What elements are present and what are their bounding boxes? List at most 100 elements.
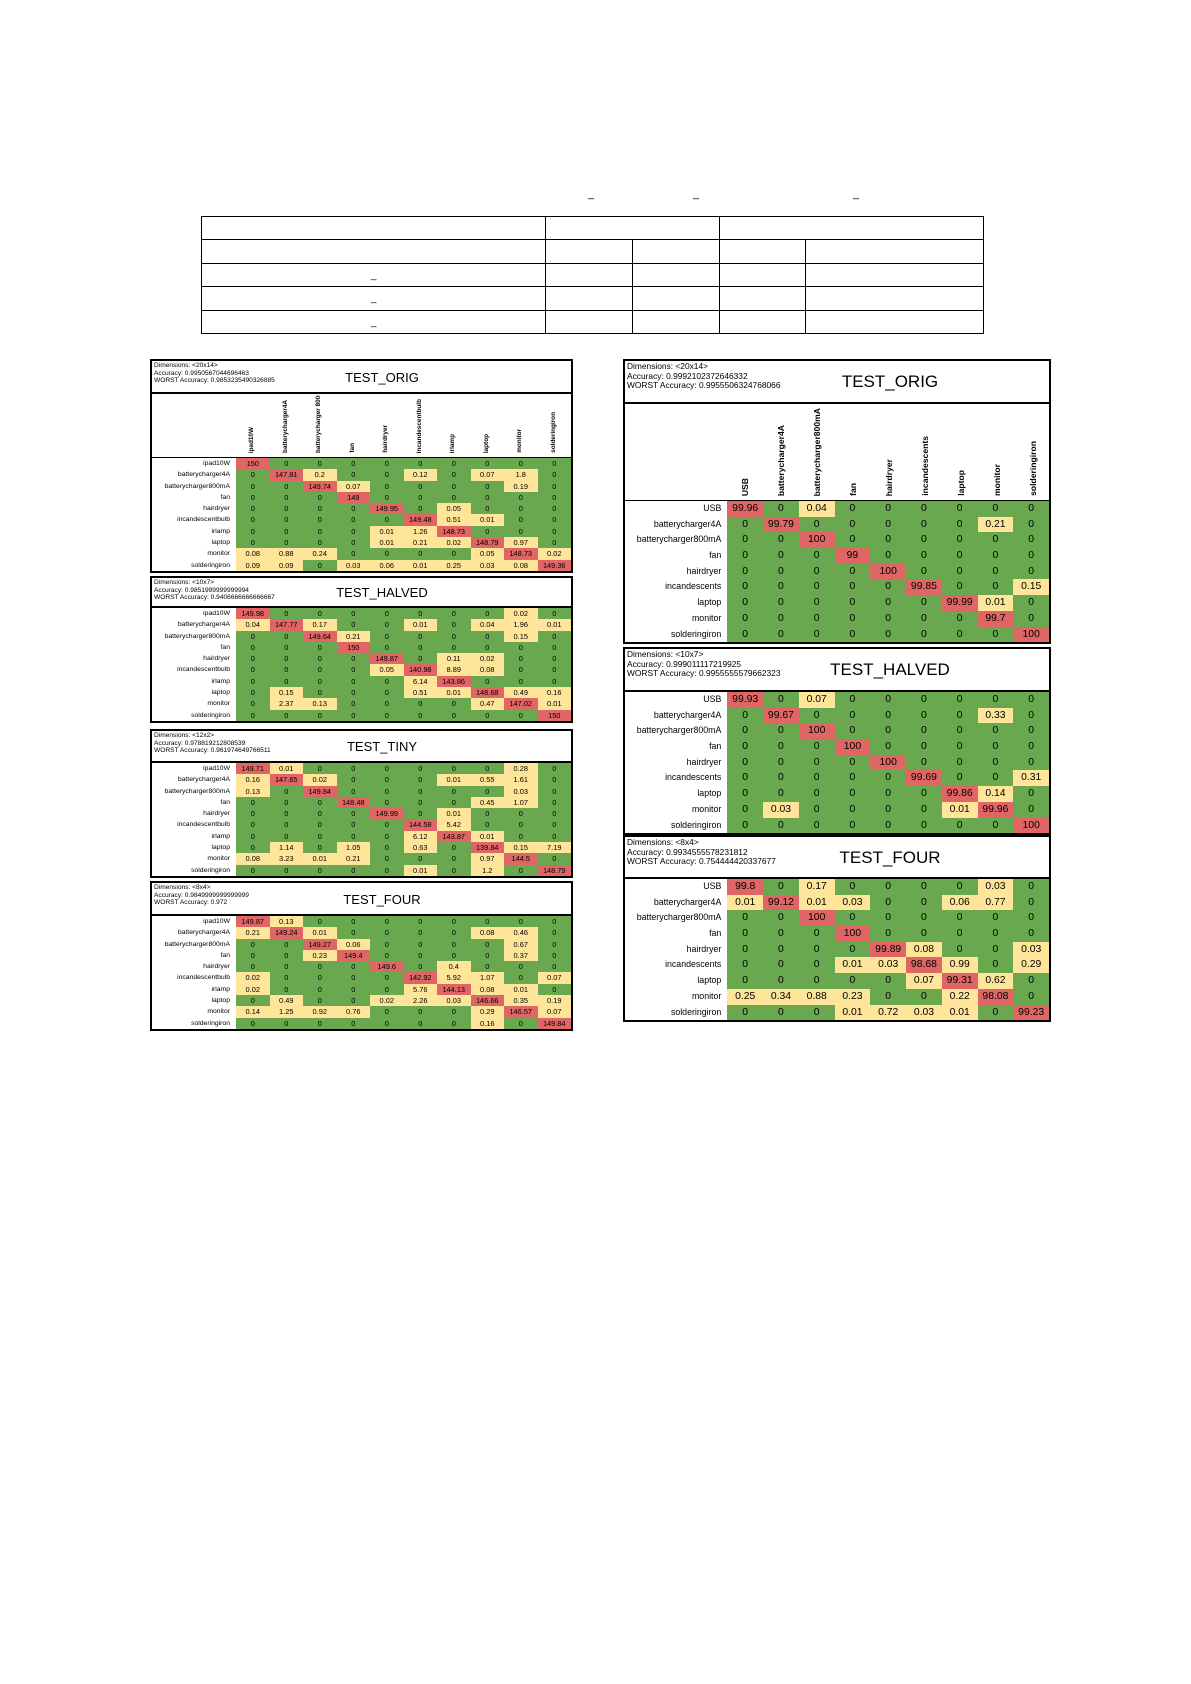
matrix-cell: 0 <box>798 739 835 755</box>
matrix-cell: 3.23 <box>269 853 303 865</box>
matrix-cell: 100 <box>870 563 907 580</box>
matrix-cell: 0 <box>763 692 799 708</box>
matrix-cell: 0 <box>403 796 437 809</box>
accuracy-text: Accuracy: 0.9950567044696463 <box>154 369 249 377</box>
matrix-row: ipad10W 149.98 0 0 0 0 0 0 0 0.02 0 <box>152 608 571 620</box>
matrix-cell: 0 <box>336 548 370 560</box>
matrix-cell: 0 <box>437 927 471 939</box>
matrix-cell: 0.02 <box>470 653 504 665</box>
matrix-cell: 0 <box>269 808 303 820</box>
matrix-cell: 0 <box>1013 548 1050 564</box>
matrix-cell: 1.07 <box>504 796 538 809</box>
matrix-row: USB 99.93 0 0.07 0 0 0 0 0 0 <box>625 692 1050 708</box>
matrix-cell: 0 <box>269 949 303 962</box>
matrix-cell: 0 <box>470 503 504 515</box>
matrix-cell: 99.7 <box>977 610 1014 627</box>
matrix-cell: 140.98 <box>403 664 437 676</box>
matrix-cell: 0.51 <box>403 687 437 699</box>
matrix-cell: 99 <box>834 548 871 564</box>
matrix-grid: ipad10W 149.87 0.13 0 0 0 0 0 0 0 0 batterycharger4… <box>152 916 571 1029</box>
matrix-cell: 0 <box>403 630 437 642</box>
matrix-row: laptop 0 0 0 0 0 0 99.86 0.14 0 <box>625 786 1050 802</box>
confusion-matrix-panel: Dimensions: <10x7> Accuracy: 0.9990111172… <box>623 647 1051 836</box>
matrix-cell: 0.92 <box>303 1006 337 1018</box>
matrix-cell: 0 <box>370 514 404 526</box>
matrix-cell: 0.07 <box>537 972 571 984</box>
matrix-cell: 0 <box>906 879 942 895</box>
matrix-row: incandescents 0 0 0 0 0 99.85 0 0 0.15 <box>625 579 1050 596</box>
matrix-cell: 0 <box>941 626 978 643</box>
matrix-cell: 0 <box>370 830 404 843</box>
matrix-row: laptop 0 0 0 0 0 0 99.99 0.01 0 <box>625 595 1050 611</box>
matrix-cell: 0 <box>470 916 504 928</box>
matrix-cell: 0.62 <box>977 973 1014 989</box>
matrix-cell: 0 <box>370 480 404 492</box>
matrix-cell: 0 <box>236 819 270 831</box>
matrix-cell: 0 <box>941 770 978 787</box>
matrix-cell: 0.24 <box>303 548 337 560</box>
matrix-cell: 0 <box>941 532 978 549</box>
matrix-cell: 0.01 <box>303 927 337 939</box>
summary-row: _ <box>200 310 984 334</box>
matrix-cell: 0.13 <box>269 916 303 928</box>
column-header: fan <box>348 443 356 453</box>
row-label: irlamp <box>211 677 230 685</box>
matrix-cell: 0 <box>941 548 978 564</box>
row-label: fan <box>709 550 722 561</box>
matrix-cell: 0.33 <box>977 707 1014 724</box>
matrix-cell: 0 <box>437 491 471 504</box>
summary-row <box>200 216 984 240</box>
matrix-row: solderingiron 0 0 0 0.01 0.72 0.03 0.01 0 99.23 <box>625 1004 1050 1021</box>
matrix-cell: 0 <box>269 830 303 843</box>
matrix-cell: 0 <box>303 916 337 928</box>
matrix-cell: 0.29 <box>1013 957 1050 974</box>
matrix-cell: 0.01 <box>470 514 504 526</box>
matrix-cell: 0 <box>1013 926 1050 942</box>
matrix-cell: 0 <box>977 754 1014 771</box>
row-label: hairdryer <box>686 756 722 767</box>
matrix-cell: 0 <box>403 961 437 973</box>
matrix-cell: 0 <box>303 514 337 526</box>
matrix-cell: 0 <box>727 548 764 564</box>
matrix-cell: 0 <box>370 819 404 831</box>
matrix-cell: 0 <box>906 926 942 942</box>
matrix-cell: 139.84 <box>470 842 504 854</box>
panel-header: Dimensions: <10x7> Accuracy: 0.9990111172… <box>625 649 1049 692</box>
matrix-cell: 0.16 <box>236 774 270 786</box>
matrix-cell: 0 <box>906 610 942 627</box>
matrix-cell: 0 <box>906 723 942 740</box>
matrix-cell: 0 <box>236 995 270 1007</box>
matrix-cell: 0 <box>798 957 835 974</box>
matrix-cell: 0 <box>906 707 942 724</box>
matrix-cell: 0.08 <box>470 927 504 939</box>
matrix-cell: 0 <box>269 709 303 721</box>
matrix-cell: 0 <box>870 770 907 787</box>
matrix-row: irlamp 0 0 0 0 0.01 1.26 148.73 0 0 0 <box>152 525 571 538</box>
dimensions-text: Dimensions: <20x14> <box>154 362 218 369</box>
matrix-cell: 0 <box>269 785 303 797</box>
matrix-cell: 0 <box>537 949 571 962</box>
matrix-row: incandescentbulb 0 0 0 0 0 149.48 0.51 0.01 0 0 <box>152 514 571 526</box>
matrix-cell: 0 <box>941 941 978 958</box>
matrix-cell: 0.17 <box>798 879 835 895</box>
matrix-cell: 0 <box>834 501 871 517</box>
row-label: laptop <box>697 597 722 608</box>
matrix-cell: 0 <box>537 774 571 786</box>
matrix-cell: 100 <box>798 910 835 927</box>
matrix-cell: 1.8 <box>504 469 538 481</box>
matrix-cell: 0 <box>403 491 437 504</box>
matrix-cell: 0 <box>763 739 799 755</box>
matrix-cell: 0 <box>763 926 799 942</box>
matrix-row: batterycharger4A 0.21 149.24 0.01 0 0 0 0 0.08 0.… <box>152 927 571 939</box>
matrix-cell: 0 <box>906 563 942 580</box>
worst-accuracy-text: WORST Accuracy: 0.754444420337677 <box>627 856 776 867</box>
matrix-cell: 0.97 <box>470 853 504 865</box>
matrix-cell: 0 <box>437 469 471 481</box>
summary-cell <box>545 216 721 240</box>
matrix-cell: 0 <box>1013 879 1050 895</box>
matrix-cell: 0.21 <box>403 537 437 549</box>
matrix-cell: 0 <box>336 1017 370 1029</box>
matrix-cell: 0 <box>336 653 370 665</box>
matrix-cell: 0.14 <box>977 786 1014 802</box>
matrix-cell: 0 <box>336 514 370 526</box>
